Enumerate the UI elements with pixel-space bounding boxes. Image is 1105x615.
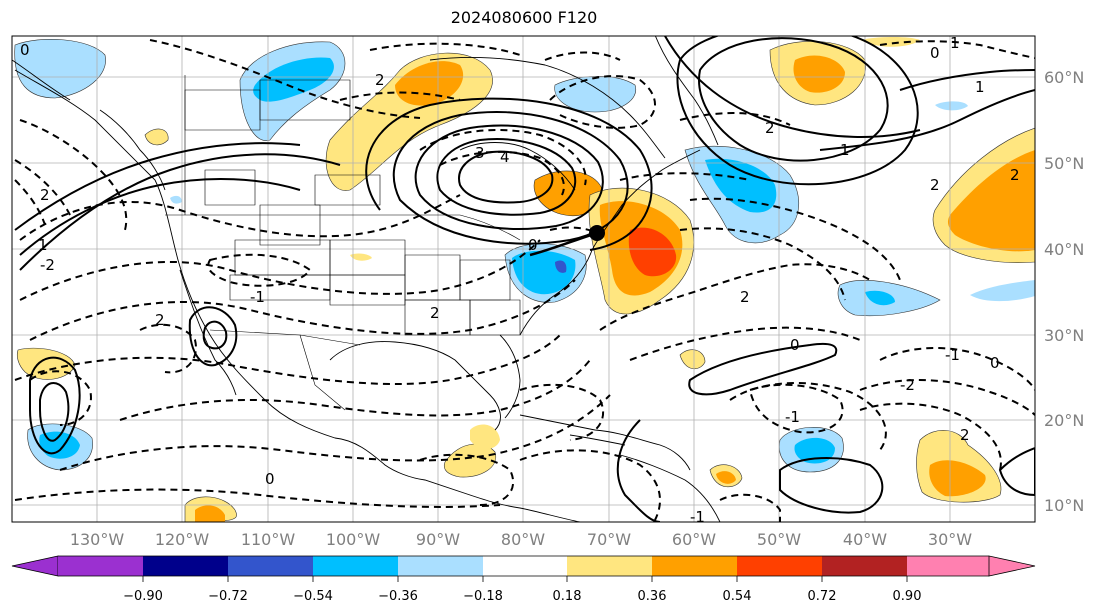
colorbar-segment [58, 556, 143, 576]
lon-label: 90°W [416, 530, 460, 549]
political-borders [165, 75, 521, 411]
contour-label: 3 [475, 144, 485, 162]
negative-contours [14, 39, 1035, 522]
contour-label: -1 [690, 508, 705, 526]
contour-label: 2 [765, 119, 775, 137]
lat-label: 50°N [1044, 154, 1084, 173]
lat-label: 30°N [1044, 326, 1084, 345]
contour-label: 0 [265, 470, 275, 488]
colorbar-tick-label: −0.90 [123, 589, 163, 604]
positive-contours [14, 36, 1035, 522]
negative-anomaly-shading [14, 39, 1035, 473]
contour-label: 1 [38, 236, 48, 254]
contour-label: 2 [40, 186, 50, 204]
colorbar-extend-max [988, 555, 1036, 577]
contour-label: 2 [740, 288, 750, 306]
lon-label: 70°W [587, 530, 631, 549]
storm-center-marker [589, 225, 605, 241]
longitude-labels: 130°W 120°W 110°W 100°W 90°W 80°W 70°W 6… [70, 530, 972, 549]
colorbar-segment [398, 556, 483, 576]
lon-label: 120°W [155, 530, 210, 549]
contour-label: 2 [960, 426, 970, 444]
colorbar-tick-label: 0.54 [723, 589, 752, 604]
contour-label: 1 [840, 141, 850, 159]
contour-label: -1 [785, 408, 800, 426]
colorbar-segment [737, 556, 822, 576]
lat-label: 10°N [1044, 496, 1084, 515]
latitude-labels: 60°N 50°N 40°N 30°N 20°N 10°N [1044, 68, 1084, 515]
lon-label: 40°W [843, 530, 887, 549]
contour-label: 0 [930, 44, 940, 62]
contour-label: 2 [930, 176, 940, 194]
colorbar-tick-label: 0.72 [808, 589, 837, 604]
contour-label: 2 [155, 311, 165, 329]
contour-label: 0 [990, 354, 1000, 372]
lat-label: 40°N [1044, 240, 1084, 259]
colorbar-tick-label: −0.36 [378, 589, 418, 604]
contour-label: 2 [1010, 166, 1020, 184]
colorbar-segment [652, 556, 737, 576]
colorbar-segment [822, 556, 907, 576]
colorbar-extend-min [11, 555, 59, 577]
colorbar-tick-label: −0.54 [293, 589, 333, 604]
lon-label: 110°W [241, 530, 296, 549]
contour-label: -2 [40, 256, 55, 274]
colorbar-tick-label: −0.72 [208, 589, 248, 604]
contour-label: -2 [900, 376, 915, 394]
graticule [12, 36, 1035, 522]
colorbar-tick-label: −0.18 [463, 589, 503, 604]
contour-label: 0 [790, 336, 800, 354]
chart-title: 2024080600 F120 [450, 8, 598, 27]
colorbar-segment [907, 556, 989, 576]
colorbar-segment [567, 556, 652, 576]
lon-label: 50°W [757, 530, 801, 549]
colorbar-segment [228, 556, 313, 576]
contour-label: -1 [945, 346, 960, 364]
contour-label: 4 [500, 148, 510, 166]
contour-label: 1 [950, 34, 960, 52]
map-frame [11, 35, 1036, 523]
lon-label: 60°W [672, 530, 716, 549]
colorbar-tick-label: 0.36 [638, 589, 667, 604]
contour-label: 0 [20, 41, 30, 59]
colorbar-segment [313, 556, 398, 576]
contour-label: 2 [375, 71, 385, 89]
contour-label: -1 [250, 288, 265, 306]
lon-label: 30°W [928, 530, 972, 549]
lon-label: 100°W [326, 530, 381, 549]
contour-label: 2 [430, 304, 440, 322]
lat-label: 20°N [1044, 411, 1084, 430]
contour-label: 0 [528, 236, 538, 254]
lat-label: 60°N [1044, 68, 1084, 87]
contour-labels: 0 2 1 -2 -1 3 4 0 1 2 2 1 2 2 -1 0 -1 2 … [20, 34, 1020, 526]
contour-label: 1 [975, 78, 985, 96]
colorbar-segment [483, 556, 567, 576]
colorbar-segment [143, 556, 228, 576]
lon-label: 80°W [501, 530, 545, 549]
colorbar: −0.90 −0.72 −0.54 −0.36 −0.18 0.18 0.36 … [11, 555, 1036, 604]
colorbar-tick-label: 0.90 [893, 589, 922, 604]
lon-label: 130°W [70, 530, 125, 549]
colorbar-tick-label: 0.18 [553, 589, 582, 604]
